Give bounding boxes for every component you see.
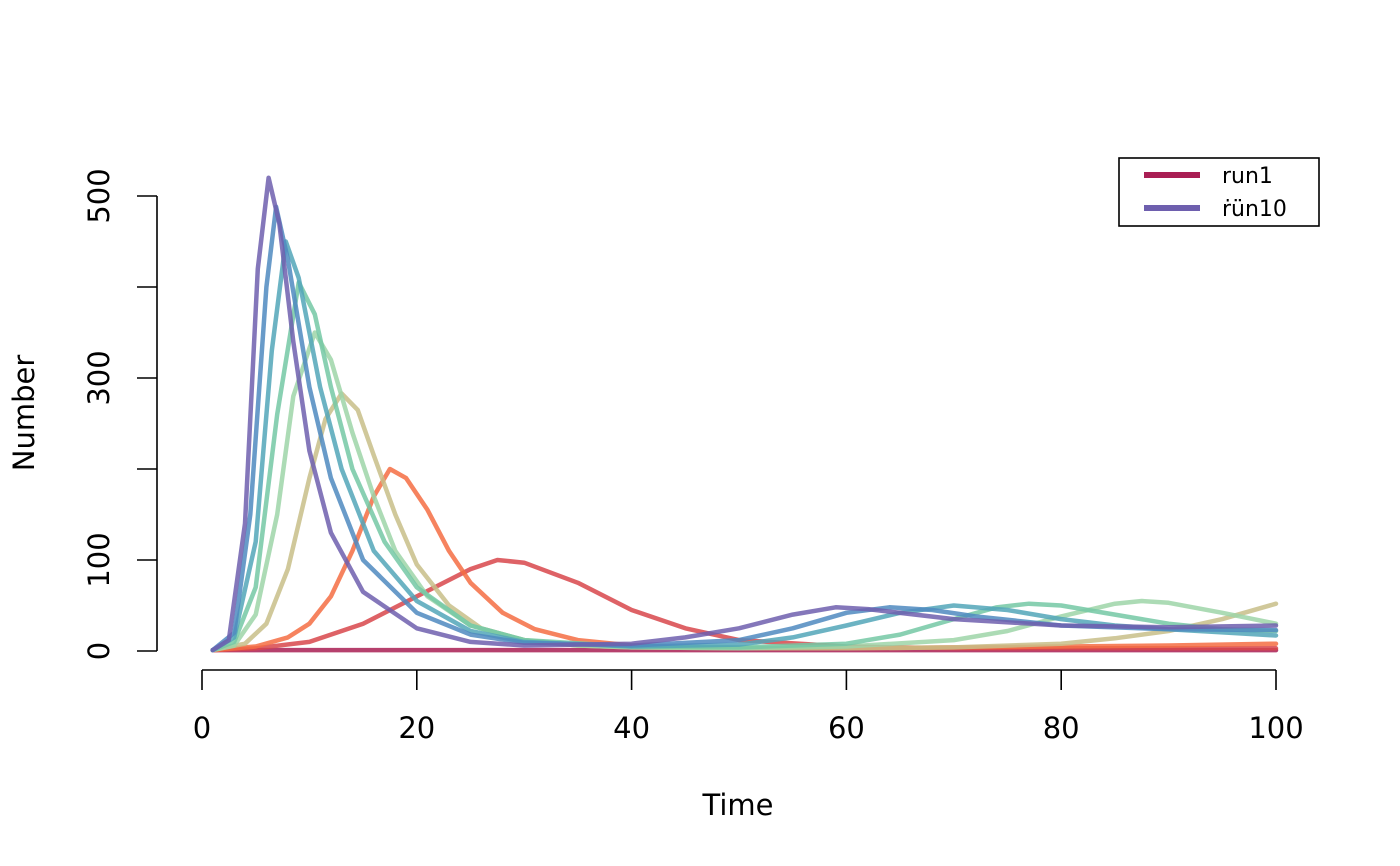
y-tick-label: 300 <box>82 350 116 405</box>
x-ticks: 0 20 40 60 80 100 <box>193 670 1304 745</box>
x-tick-label: 40 <box>613 711 650 745</box>
series-line-5 <box>210 330 1279 653</box>
series-line-8 <box>210 204 1279 653</box>
x-tick-label: 60 <box>828 711 865 745</box>
series-layer <box>210 175 1279 653</box>
series-line-6 <box>210 280 1279 653</box>
y-tick-label: 0 <box>82 642 116 660</box>
series-line-4 <box>210 391 1279 653</box>
x-axis-title: Time <box>702 788 774 822</box>
y-tick-label: 100 <box>82 532 116 587</box>
legend-label-run1: run1 <box>1222 164 1273 189</box>
y-tick-label: 500 <box>82 168 116 223</box>
legend-box <box>1118 157 1320 227</box>
x-tick-label: 80 <box>1043 711 1080 745</box>
legend: run1 ṙün10 <box>1118 157 1320 227</box>
legend-label-run10: ṙün10 <box>1222 197 1287 222</box>
x-tick-label: 0 <box>193 711 211 745</box>
series-line-9 <box>210 175 1279 653</box>
y-axis-title: Number <box>7 355 41 472</box>
x-tick-label: 20 <box>398 711 435 745</box>
x-tick-label: 100 <box>1248 711 1303 745</box>
y-ticks: 0 100 300 500 <box>82 168 157 660</box>
axes-layer <box>156 196 1276 671</box>
